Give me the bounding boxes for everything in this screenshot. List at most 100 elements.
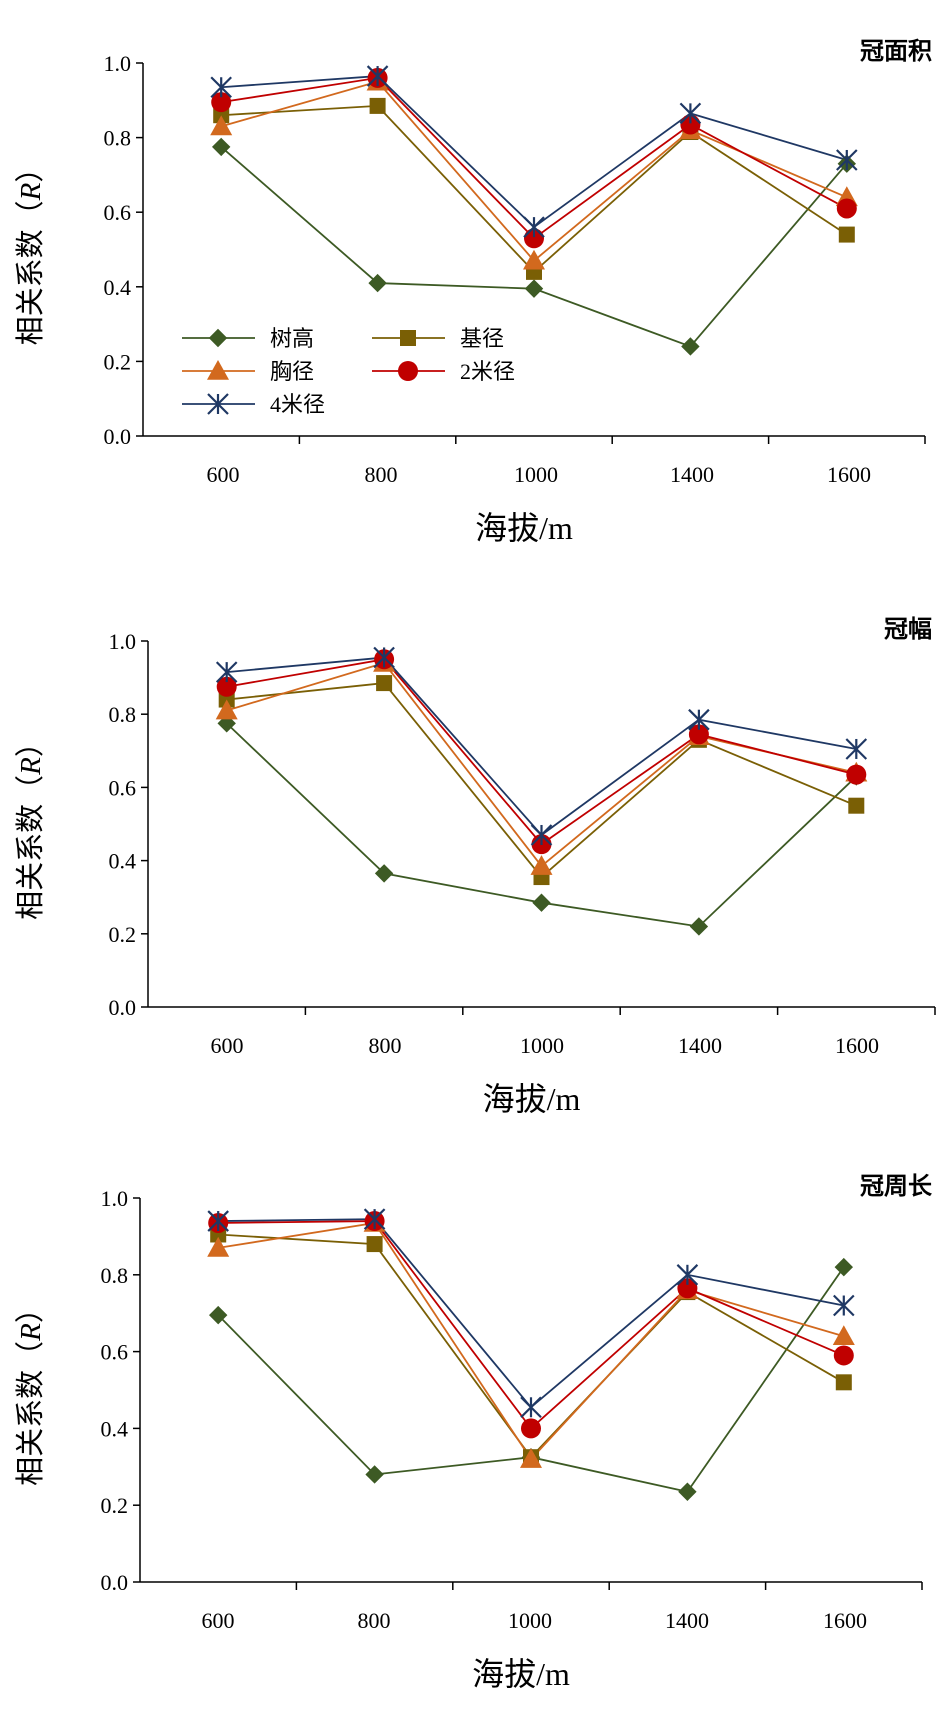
y-tick-label: 0.0 <box>101 1570 129 1595</box>
legend-label: 2米径 <box>460 359 515 384</box>
data-point <box>838 226 855 243</box>
x-tick-label: 600 <box>202 1608 235 1633</box>
data-point <box>679 102 702 125</box>
data-point <box>848 797 865 814</box>
data-point <box>365 1465 384 1484</box>
series-line <box>226 656 857 837</box>
y-axis-title-close: ） <box>15 154 47 183</box>
data-point <box>216 676 237 697</box>
y-tick-label: 0.6 <box>104 200 132 225</box>
data-point <box>524 279 544 298</box>
y-tick-label: 0.8 <box>109 702 137 727</box>
chart-panel-1: 0.0 0.2 0.4 0.6 0.8 1.0 600 800 1000 1400 1600 海拔/m… <box>14 38 932 546</box>
y-axis-title-text: 相关系数（ <box>14 1341 47 1486</box>
data-point <box>366 65 389 87</box>
data-point <box>374 864 394 883</box>
y-axis-title-text: 相关系数（ <box>14 775 47 920</box>
x-axis-title: 海拔/m <box>483 1081 581 1117</box>
y-tick-label: 1.0 <box>101 1186 129 1211</box>
data-point <box>208 1305 228 1325</box>
x-tick-label: 800 <box>369 1033 402 1058</box>
data-point <box>373 646 395 669</box>
x-tick-label: 1000 <box>508 1608 552 1633</box>
data-point <box>833 1345 854 1366</box>
y-axis-title-close: ） <box>15 1294 47 1323</box>
y-tick-label: 0.4 <box>101 1416 129 1441</box>
chart-panel-2: 0.0 0.2 0.4 0.6 0.8 1.0 600 800 1000 1400 1600 海拔/m… <box>14 616 936 1117</box>
data-point <box>207 1210 229 1232</box>
y-axis-title-symbol: R <box>15 182 47 201</box>
data-point <box>523 216 545 238</box>
chart-title: 冠面积 <box>860 38 932 65</box>
data-point <box>676 1264 699 1286</box>
data-point <box>363 1208 386 1230</box>
data-point <box>520 1396 542 1419</box>
data-point <box>523 249 545 270</box>
y-tick-label: 1.0 <box>104 51 132 76</box>
data-point <box>530 824 553 846</box>
x-tick-label: 1600 <box>827 462 871 487</box>
data-point <box>688 708 710 731</box>
y-axis-title-close: ） <box>15 728 47 757</box>
y-tick-label: 0.6 <box>101 1340 129 1365</box>
chart-title: 冠周长 <box>860 1173 933 1200</box>
y-tick-label: 0.2 <box>101 1493 129 1518</box>
legend-label: 基径 <box>460 326 504 351</box>
legend-marker <box>208 328 228 348</box>
data-point <box>215 699 238 720</box>
y-tick-label: 0.8 <box>104 126 132 151</box>
data-point <box>681 337 700 356</box>
y-tick-label: 1.0 <box>109 629 137 654</box>
y-tick-label: 0.8 <box>101 1263 129 1288</box>
y-tick-label: 0.6 <box>109 775 137 800</box>
x-tick-label: 1400 <box>670 462 714 487</box>
x-tick-label: 1000 <box>514 462 558 487</box>
data-point <box>366 1236 383 1253</box>
legend-label: 胸径 <box>270 359 314 384</box>
x-tick-label: 1000 <box>520 1033 564 1058</box>
x-tick-label: 800 <box>365 462 398 487</box>
data-point <box>833 1294 855 1317</box>
data-point <box>207 1236 230 1257</box>
legend-marker <box>400 330 416 346</box>
x-tick-label: 600 <box>207 462 240 487</box>
data-point <box>846 764 867 785</box>
y-axis-title: 相关系数（R） <box>14 154 47 346</box>
y-axis-title-symbol: R <box>15 757 47 776</box>
legend-marker <box>398 361 418 381</box>
data-point <box>210 76 232 99</box>
x-tick-label: 1600 <box>823 1608 867 1633</box>
x-tick-label: 1600 <box>835 1033 879 1058</box>
x-tick-label: 800 <box>358 1608 391 1633</box>
data-point <box>689 917 709 936</box>
data-point <box>521 1418 541 1439</box>
x-tick-label: 600 <box>211 1033 244 1058</box>
y-tick-label: 0.0 <box>109 995 137 1020</box>
data-point <box>211 92 232 113</box>
chart-panel-3: 0.0 0.2 0.4 0.6 0.8 1.0 600 800 1000 1400 1600 海拔/m… <box>14 1173 933 1692</box>
data-point <box>835 1374 852 1391</box>
x-axis-title: 海拔/m <box>472 1656 570 1692</box>
y-tick-label: 0.4 <box>104 275 132 300</box>
x-axis-title: 海拔/m <box>475 510 573 546</box>
data-point <box>215 661 238 683</box>
data-point <box>836 198 857 219</box>
data-point <box>836 149 858 171</box>
data-point <box>530 855 553 875</box>
y-tick-label: 0.2 <box>104 349 132 374</box>
data-point <box>688 724 709 745</box>
legend-marker <box>207 393 229 415</box>
chart-title: 冠幅 <box>884 616 932 643</box>
data-point <box>832 1325 855 1346</box>
y-axis-title: 相关系数（R） <box>14 1294 47 1486</box>
data-point <box>845 738 868 760</box>
data-point <box>369 97 386 114</box>
data-point <box>532 893 551 912</box>
data-point <box>834 1257 854 1277</box>
y-axis-title-text: 相关系数（ <box>14 200 47 345</box>
legend-label: 4米径 <box>270 392 325 417</box>
x-tick-label: 1400 <box>665 1608 709 1633</box>
y-axis-title-symbol: R <box>15 1323 47 1342</box>
y-axis-title: 相关系数（R） <box>14 728 47 920</box>
